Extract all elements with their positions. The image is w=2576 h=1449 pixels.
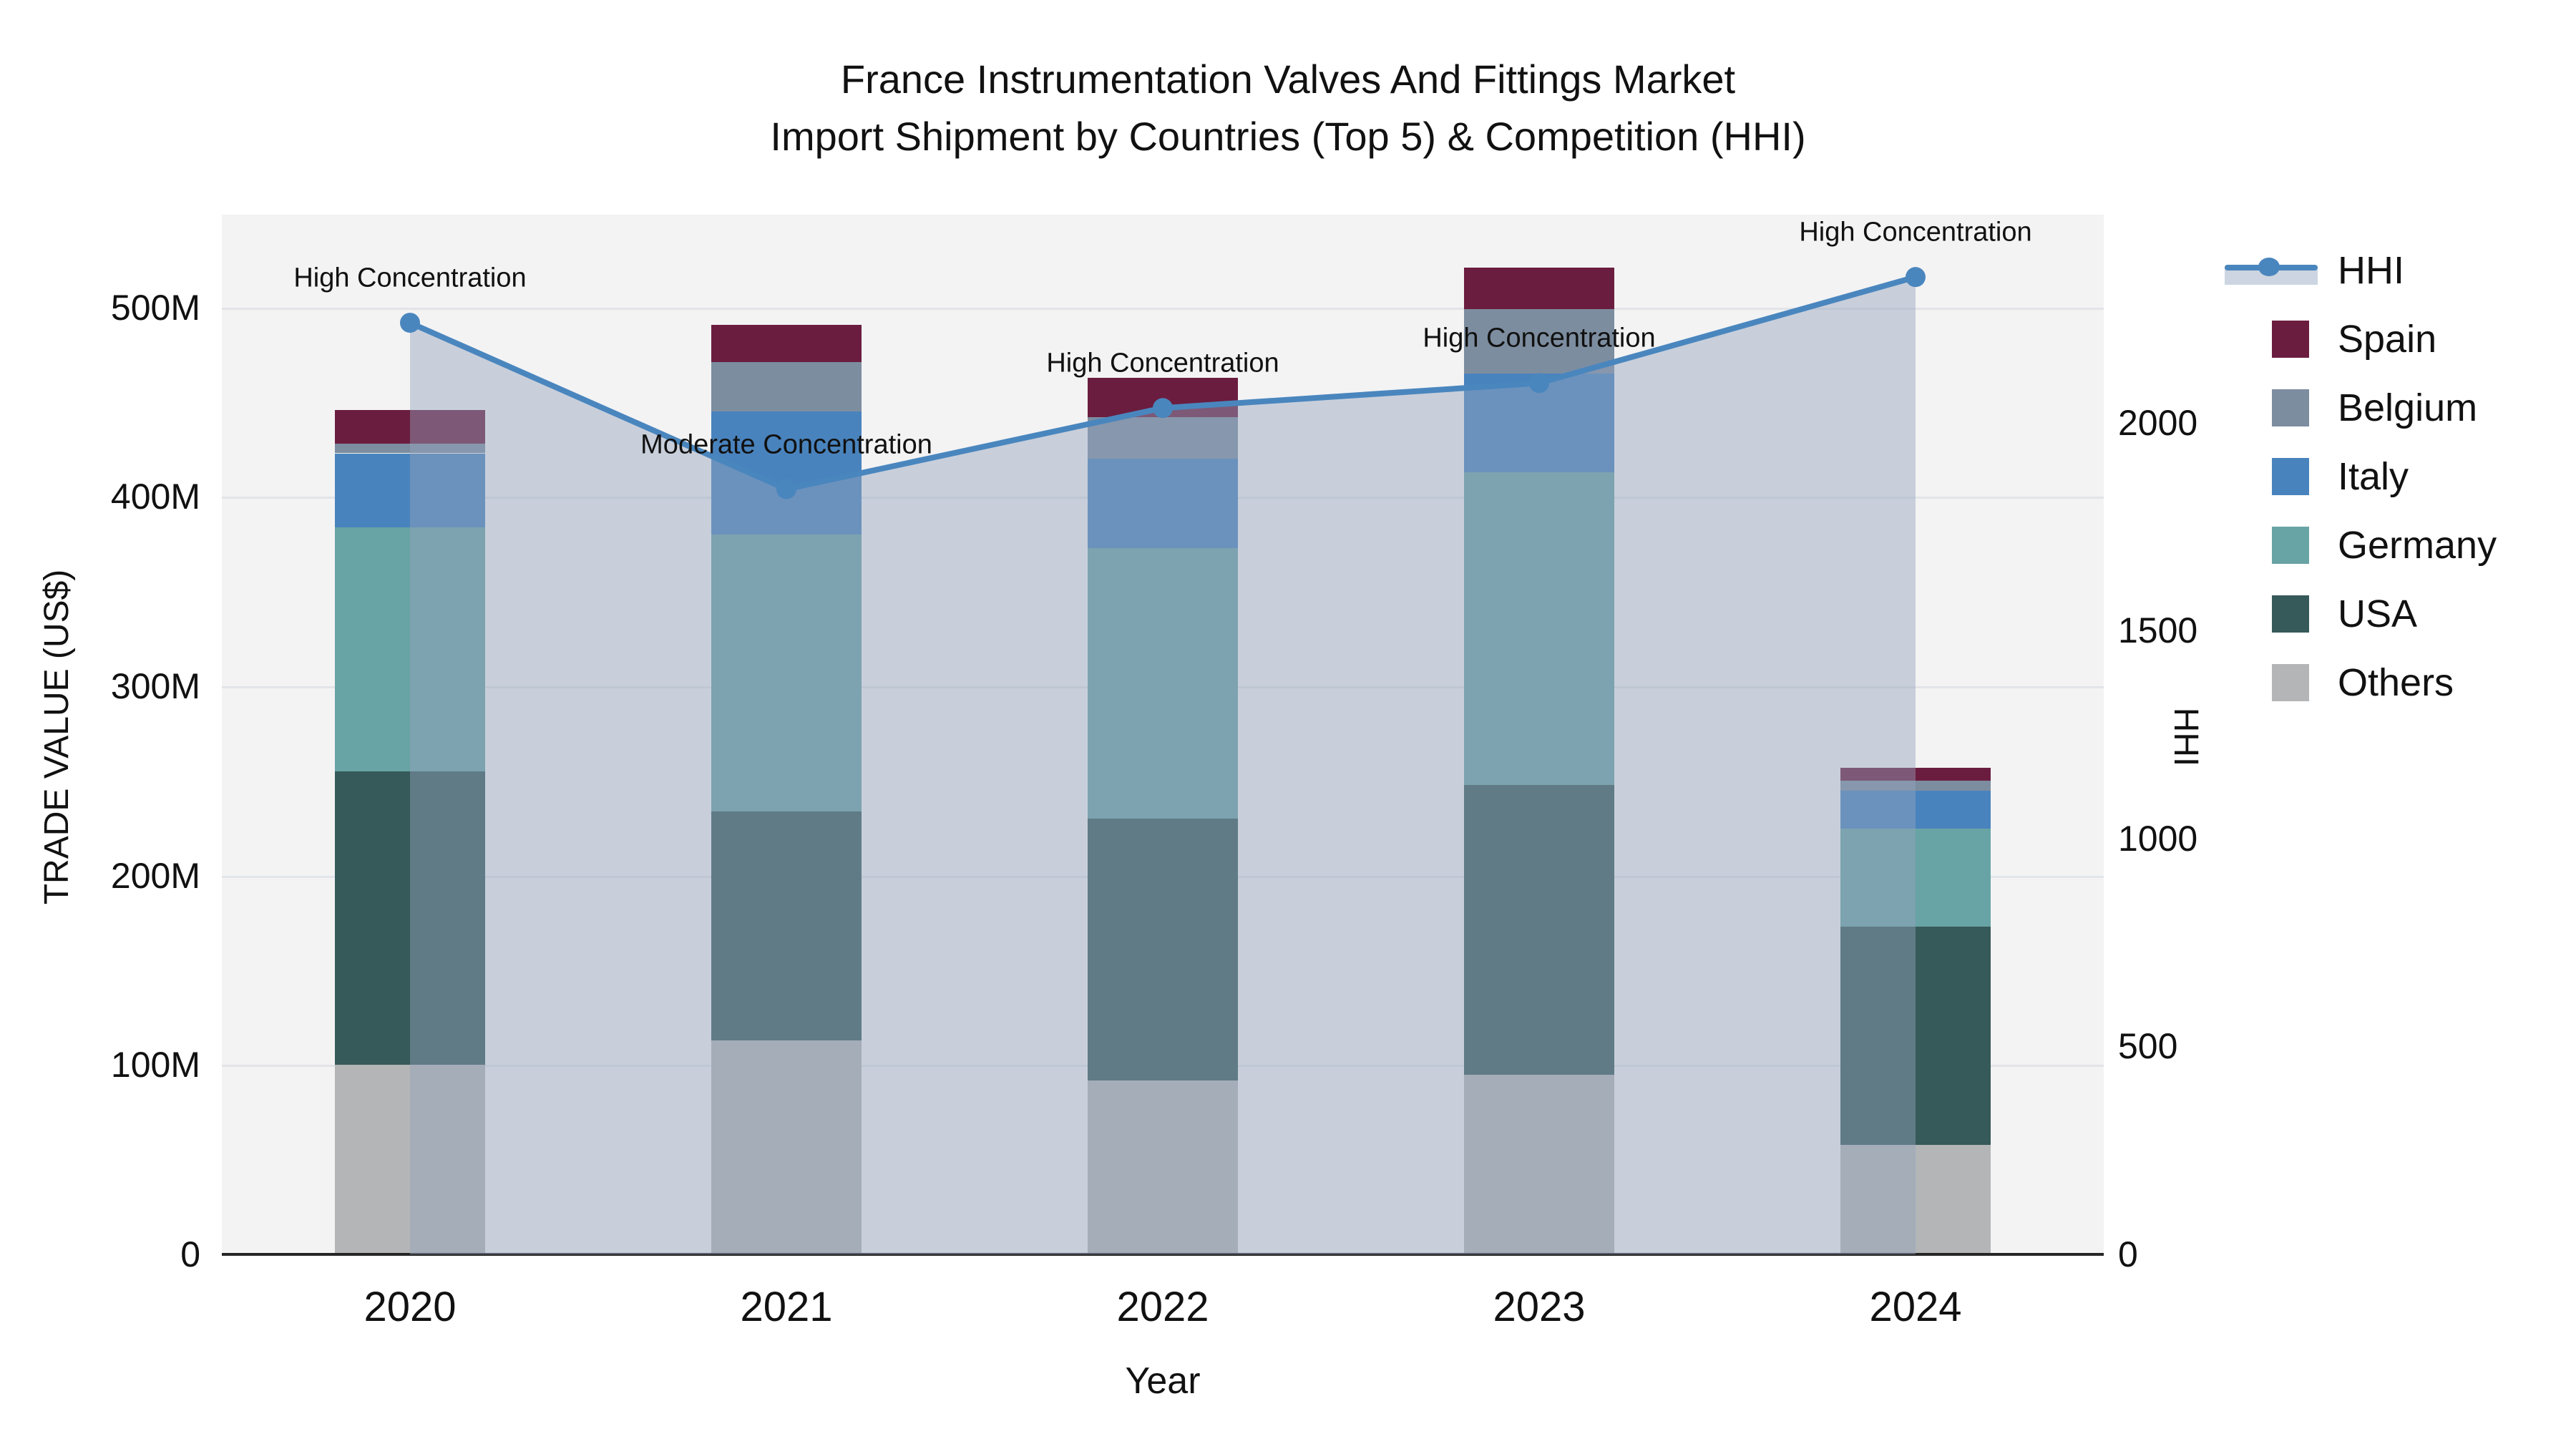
hhi-legend-marker-icon bbox=[2225, 256, 2318, 285]
bar-segment-germany-2024[interactable] bbox=[1840, 828, 1991, 927]
legend-swatch-italy bbox=[2272, 458, 2309, 495]
left-tick-100M: 100M bbox=[110, 1045, 200, 1085]
x-axis-title: Year bbox=[1125, 1360, 1201, 1402]
bar-segment-italy-2020[interactable] bbox=[335, 453, 485, 527]
bar-segment-germany-2023[interactable] bbox=[1464, 472, 1614, 785]
bar-segment-usa-2020[interactable] bbox=[335, 771, 485, 1065]
left-tick-300M: 300M bbox=[110, 666, 200, 706]
legend-label-belgium: Belgium bbox=[2338, 386, 2478, 429]
legend-label-germany: Germany bbox=[2338, 524, 2497, 567]
legend-swatch-usa bbox=[2272, 595, 2309, 633]
legend-label-hhi: HHI bbox=[2338, 249, 2404, 292]
legend-item-spain[interactable]: Spain bbox=[2272, 305, 2497, 374]
legend-label-italy: Italy bbox=[2338, 455, 2409, 498]
legend-swatch-spain bbox=[2272, 321, 2309, 358]
bar-segment-spain-2021[interactable] bbox=[711, 324, 862, 363]
annotation-2022: High Concentration bbox=[1046, 348, 1279, 379]
legend-swatch-others bbox=[2272, 664, 2309, 701]
right-axis-title: HHI bbox=[2167, 707, 2205, 767]
legend-item-germany[interactable]: Germany bbox=[2272, 511, 2497, 580]
right-tick-0: 0 bbox=[2118, 1234, 2138, 1274]
bar-segment-usa-2021[interactable] bbox=[711, 811, 862, 1040]
bar-segment-spain-2022[interactable] bbox=[1088, 377, 1238, 418]
x-tick-2022: 2022 bbox=[1116, 1284, 1209, 1330]
bar-segment-italy-2022[interactable] bbox=[1088, 459, 1238, 548]
bar-segment-usa-2023[interactable] bbox=[1464, 784, 1614, 1075]
bar-segment-spain-2020[interactable] bbox=[335, 409, 485, 444]
right-tick-1000: 1000 bbox=[2118, 818, 2198, 859]
legend-item-others[interactable]: Others bbox=[2272, 648, 2497, 717]
x-tick-2020: 2020 bbox=[364, 1284, 457, 1330]
bar-segment-others-2024[interactable] bbox=[1840, 1144, 1991, 1254]
legend-swatch-belgium bbox=[2272, 389, 2309, 426]
gridline bbox=[222, 307, 2104, 310]
legend-item-italy[interactable]: Italy bbox=[2272, 442, 2497, 511]
bar-segment-spain-2024[interactable] bbox=[1840, 767, 1991, 781]
left-tick-0: 0 bbox=[180, 1234, 200, 1274]
x-tick-2023: 2023 bbox=[1493, 1284, 1586, 1330]
bar-segment-belgium-2022[interactable] bbox=[1088, 417, 1238, 459]
bar-segment-belgium-2024[interactable] bbox=[1840, 781, 1991, 791]
left-axis-title: TRADE VALUE (US$) bbox=[38, 569, 76, 905]
annotation-2020: High Concentration bbox=[293, 263, 527, 293]
legend: HHI Spain Belgium Italy Germany USA Others bbox=[2225, 236, 2497, 717]
legend-item-belgium[interactable]: Belgium bbox=[2272, 374, 2497, 442]
annotation-2021: Moderate Concentration bbox=[640, 429, 932, 460]
right-tick-2000: 2000 bbox=[2118, 402, 2198, 443]
legend-label-usa: USA bbox=[2338, 592, 2418, 635]
bar-segment-italy-2024[interactable] bbox=[1840, 790, 1991, 829]
right-tick-500: 500 bbox=[2118, 1026, 2178, 1067]
chart-title-line1: France Instrumentation Valves And Fittin… bbox=[840, 57, 1736, 102]
left-tick-200M: 200M bbox=[110, 855, 200, 896]
x-tick-2021: 2021 bbox=[740, 1284, 833, 1330]
bar-segment-usa-2024[interactable] bbox=[1840, 927, 1991, 1145]
bar-segment-others-2021[interactable] bbox=[711, 1040, 862, 1254]
bar-segment-italy-2023[interactable] bbox=[1464, 374, 1614, 472]
bar-segment-usa-2022[interactable] bbox=[1088, 819, 1238, 1080]
annotation-2024: High Concentration bbox=[1799, 217, 2032, 248]
legend-item-usa[interactable]: USA bbox=[2272, 580, 2497, 648]
bar-segment-others-2023[interactable] bbox=[1464, 1074, 1614, 1254]
bar-segment-belgium-2021[interactable] bbox=[711, 362, 862, 412]
bar-segment-belgium-2020[interactable] bbox=[335, 444, 485, 454]
bar-segment-others-2020[interactable] bbox=[335, 1065, 485, 1254]
left-tick-500M: 500M bbox=[110, 287, 200, 328]
legend-label-spain: Spain bbox=[2338, 318, 2437, 361]
legend-item-hhi[interactable]: HHI bbox=[2225, 236, 2497, 305]
bar-segment-spain-2023[interactable] bbox=[1464, 268, 1614, 310]
bar-segment-germany-2022[interactable] bbox=[1088, 547, 1238, 819]
x-tick-2024: 2024 bbox=[1869, 1284, 1962, 1330]
bar-segment-others-2022[interactable] bbox=[1088, 1080, 1238, 1254]
bar-segment-germany-2021[interactable] bbox=[711, 535, 862, 811]
bar-segment-germany-2020[interactable] bbox=[335, 527, 485, 772]
legend-swatch-germany bbox=[2272, 527, 2309, 564]
annotation-2023: High Concentration bbox=[1423, 323, 1656, 353]
x-axis-line bbox=[222, 1253, 2104, 1256]
left-tick-400M: 400M bbox=[110, 477, 200, 517]
legend-label-others: Others bbox=[2338, 661, 2454, 704]
right-tick-1500: 1500 bbox=[2118, 610, 2198, 651]
chart-title-line2: Import Shipment by Countries (Top 5) & C… bbox=[770, 114, 1806, 159]
